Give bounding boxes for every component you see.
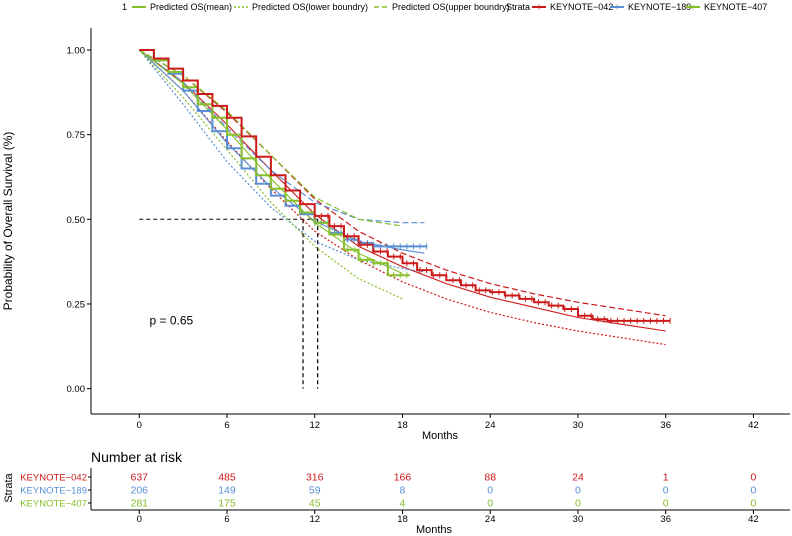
risk-cell: 59 — [309, 485, 321, 497]
risk-table-ylabel: Strata — [3, 472, 15, 502]
x-tick-label: 12 — [309, 420, 320, 431]
risk-cell: 24 — [572, 472, 584, 484]
x-axis-label: Months — [422, 430, 459, 442]
km-curve — [139, 49, 410, 277]
legend-label-k189: KEYNOTE−189 — [628, 2, 691, 12]
risk-x-tick-label: 30 — [573, 514, 584, 525]
risk-x-tick-label: 42 — [748, 514, 759, 525]
risk-cell: 0 — [751, 485, 757, 497]
risk-cell: 0 — [751, 472, 757, 484]
risk-row-label: KEYNOTE−189 — [20, 486, 87, 497]
risk-row-label: KEYNOTE−042 — [20, 473, 87, 484]
y-tick-label: 0.75 — [67, 130, 86, 141]
risk-cell: 0 — [487, 485, 493, 497]
risk-cell: 166 — [394, 472, 412, 484]
risk-x-tick-label: 18 — [397, 514, 408, 525]
legend-cross-k042: + — [536, 3, 542, 14]
y-tick-label: 0.50 — [67, 215, 86, 226]
risk-cell: 1 — [663, 472, 669, 484]
risk-x-tick-label: 0 — [137, 514, 142, 525]
km-curves — [139, 49, 671, 322]
risk-row-label: KEYNOTE−407 — [20, 499, 87, 510]
x-tick-label: 24 — [485, 420, 496, 431]
y-tick-label: 0.00 — [67, 384, 86, 395]
y-tick-label: 1.00 — [67, 46, 86, 57]
predicted-upper-curve — [138, 49, 403, 227]
x-ticks: 0 6 12 18 24 30 36 42 — [137, 414, 759, 431]
y-ticks: 0.00 0.25 0.50 0.75 1.00 — [67, 46, 91, 395]
y-axis-label: Probability of Overall Survival (%) — [1, 132, 15, 311]
x-tick-label: 6 — [224, 420, 229, 431]
legend-label-upper: Predicted OS(upper boundry) — [392, 2, 510, 12]
risk-x-tick-label: 24 — [485, 514, 496, 525]
risk-cell: 0 — [575, 498, 581, 510]
y-tick-label: 0.25 — [67, 299, 86, 310]
risk-cell: 88 — [484, 472, 496, 484]
risk-cell: 0 — [487, 498, 493, 510]
risk-table-xlabel: Months — [416, 524, 453, 536]
x-tick-label: 36 — [660, 420, 671, 431]
risk-cell: 0 — [663, 485, 669, 497]
p-value-annotation: p = 0.65 — [149, 313, 193, 327]
risk-cell: 149 — [218, 485, 236, 497]
risk-cell: 175 — [218, 498, 236, 510]
risk-cell: 637 — [130, 472, 148, 484]
legend-strata-title: Strata — [506, 2, 530, 12]
legend-cross-k189: + — [614, 3, 620, 14]
km-curve — [139, 49, 671, 322]
x-tick-label: 0 — [137, 420, 142, 431]
x-tick-label: 30 — [573, 420, 584, 431]
x-tick-label: 42 — [748, 420, 759, 431]
legend-cross-k407: + — [690, 3, 696, 14]
legend-label-k042: KEYNOTE−042 — [550, 2, 613, 12]
predicted-upper-curve — [138, 49, 425, 224]
predicted-lower-curve — [138, 49, 666, 346]
predicted-lower-curve — [138, 49, 403, 300]
predicted-curves — [138, 49, 666, 346]
legend-label-mean: Predicted OS(mean) — [150, 2, 232, 12]
risk-cell: 281 — [130, 498, 148, 510]
risk-cell: 4 — [400, 498, 406, 510]
x-tick-label: 18 — [397, 420, 408, 431]
risk-cell: 0 — [751, 498, 757, 510]
risk-x-tick-label: 6 — [224, 514, 229, 525]
risk-cell: 485 — [218, 472, 236, 484]
predicted-mean-curve — [138, 49, 666, 332]
risk-cell: 0 — [575, 485, 581, 497]
legend-label-k407: KEYNOTE−407 — [704, 2, 767, 12]
risk-x-tick-label: 36 — [660, 514, 671, 525]
risk-table: KEYNOTE−042 637 485 316 166 88 24 1 0KEYNOTE−189… — [20, 472, 756, 510]
risk-cell: 316 — [306, 472, 324, 484]
legend: 1 Predicted OS(mean) Predicted OS(lower … — [122, 2, 767, 14]
risk-cell: 0 — [663, 498, 669, 510]
censor-marks — [314, 212, 671, 324]
risk-cell: 206 — [130, 485, 148, 497]
risk-cell: 45 — [309, 498, 321, 510]
predicted-mean-curve — [138, 49, 425, 254]
legend-label-lower: Predicted OS(lower boundry) — [252, 2, 368, 12]
risk-table-title: Number at risk — [91, 449, 183, 465]
legend-first-label: 1 — [122, 2, 127, 12]
risk-table-x-ticks: 0 6 12 18 24 30 36 42 — [137, 510, 759, 525]
median-lines — [139, 218, 319, 389]
risk-x-tick-label: 12 — [309, 514, 320, 525]
risk-cell: 8 — [400, 485, 406, 497]
